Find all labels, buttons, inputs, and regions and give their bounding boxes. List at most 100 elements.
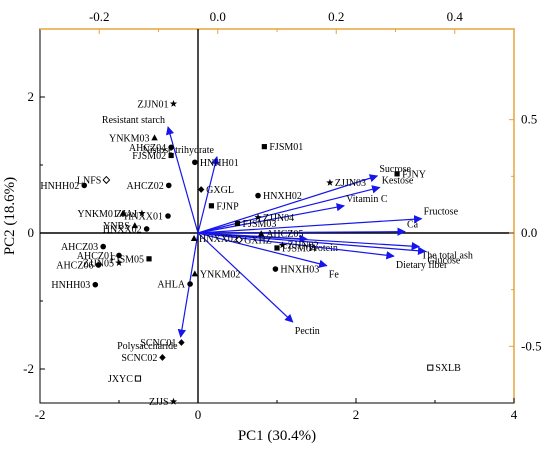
sample-label: FJSM03 xyxy=(243,219,277,230)
y-tick-label: 2 xyxy=(28,89,35,104)
top-tick-label: -0.2 xyxy=(89,9,110,24)
sample-marker xyxy=(95,262,102,268)
x-tick-label: 2 xyxy=(353,407,360,422)
loading-label: Resistant starch xyxy=(102,115,165,126)
y-axis-title: PC2 (18.6%) xyxy=(2,177,18,255)
sample-label: FJNY xyxy=(402,169,426,180)
sample-label: HNXX02 xyxy=(103,224,142,235)
sample-label: GXGL xyxy=(206,185,234,196)
loading-label: Nistose trihydrate xyxy=(143,145,215,156)
right-tick-label: 0.0 xyxy=(521,225,537,240)
y-axis-ticks: -2 0 2 xyxy=(23,89,45,376)
loading-label: Fructose xyxy=(424,207,459,218)
loading-label: Vitamin C xyxy=(346,194,388,205)
sample-label: FJSM05 xyxy=(110,254,144,265)
sample-label: SXLB xyxy=(435,363,461,374)
sample-marker xyxy=(131,222,138,229)
sample-label: FJSM01 xyxy=(269,142,303,153)
sample-label: LNFS xyxy=(77,175,101,186)
right-tick-label: 0.5 xyxy=(521,112,537,127)
sample-label: YNKM01 xyxy=(77,209,118,220)
loading-label: Protein xyxy=(309,243,338,254)
sample-marker xyxy=(119,209,127,216)
sample-label: HNXH03 xyxy=(280,265,319,276)
sample-label: FJSM04 xyxy=(282,243,316,254)
sample-marker xyxy=(197,186,205,193)
sample-label: AHCZ02 xyxy=(127,181,164,192)
sample-label: AHCZ01 xyxy=(77,251,114,262)
loading-arrow xyxy=(197,156,220,234)
right-axis-ticks: -0.5 0.0 0.5 xyxy=(509,112,542,353)
sample-label: ZJAJ xyxy=(116,209,137,220)
sample-marker xyxy=(168,144,174,151)
sample-label: HNHH02 xyxy=(40,181,79,192)
sample-label: HNXX01 xyxy=(124,212,163,223)
sample-marker xyxy=(165,182,172,189)
y-tick-label: 0 xyxy=(28,225,35,240)
sample-label: ZJJN02 xyxy=(288,241,319,252)
sample-label: GXHZ xyxy=(244,235,272,246)
sample-label: ZJJN04 xyxy=(263,213,294,224)
top-tick-label: 0.4 xyxy=(447,9,464,24)
sample-label: ZJJN01 xyxy=(137,99,168,110)
sample-marker xyxy=(92,281,99,288)
loading-label: Sucrose xyxy=(379,164,411,175)
y-tick-label: -2 xyxy=(23,361,34,376)
sample-label: JXYC xyxy=(108,374,133,385)
sample-marker xyxy=(394,171,400,177)
loading-label: Fe xyxy=(329,270,340,281)
sample-marker xyxy=(81,182,88,189)
x-tick-label: 0 xyxy=(195,407,202,422)
loading-label: Glucose xyxy=(428,255,461,266)
top-tick-label: 0.0 xyxy=(210,9,226,24)
sample-label: ZJJS xyxy=(149,397,168,408)
x-tick-label: -2 xyxy=(35,407,46,422)
sample-label: HNHH01 xyxy=(200,158,239,169)
loading-vectors: Resistant starch Nistose trihydrate Sucros… xyxy=(102,115,473,352)
sample-marker xyxy=(100,243,106,250)
sample-marker xyxy=(151,134,158,141)
loading-label: Dietary fiber xyxy=(396,260,448,271)
loading-arrow xyxy=(197,174,379,234)
sample-marker xyxy=(192,159,198,166)
sample-label: ZJJN05 xyxy=(83,258,114,269)
sample-marker xyxy=(190,235,198,242)
sample-marker xyxy=(187,281,193,287)
loading-arrow xyxy=(197,232,328,268)
sample-marker xyxy=(143,226,150,232)
right-tick-label: -0.5 xyxy=(521,338,542,353)
x-axis-title: PC1 (30.4%) xyxy=(238,428,316,444)
sample-label: AHCZ03 xyxy=(61,242,98,253)
sample-label: FJSM02 xyxy=(132,151,166,162)
sample-label: ZJJN03 xyxy=(335,178,366,189)
sample-label: FJNP xyxy=(216,201,239,212)
loading-label: The total ash xyxy=(421,251,473,262)
sample-marker xyxy=(134,375,142,382)
loading-arrow xyxy=(165,126,199,234)
sample-marker xyxy=(208,203,215,209)
sample-label: AHCZ04 xyxy=(129,143,166,154)
x-tick-label: 4 xyxy=(511,407,518,422)
loading-label: Pectin xyxy=(295,326,320,337)
loading-arrow xyxy=(197,215,423,234)
sample-marker xyxy=(115,259,123,266)
sample-marker xyxy=(159,354,166,361)
loading-label: Ca xyxy=(407,220,419,231)
sample-marker xyxy=(168,152,174,159)
loading-arrow xyxy=(197,232,421,251)
sample-marker xyxy=(261,144,267,150)
sample-marker xyxy=(274,245,280,251)
loading-label: Polysaccharide xyxy=(117,341,178,352)
loading-arrow xyxy=(197,185,381,234)
sample-label: YNBS xyxy=(103,221,130,232)
sample-marker xyxy=(427,364,434,371)
sample-label: SCNC02 xyxy=(121,353,157,364)
sample-marker xyxy=(272,266,279,272)
sample-marker xyxy=(255,192,261,199)
sample-marker xyxy=(326,178,334,186)
sample-label: AHCZ05 xyxy=(266,229,303,240)
sample-label: HNXX02 xyxy=(199,234,238,245)
sample-marker xyxy=(146,256,152,262)
